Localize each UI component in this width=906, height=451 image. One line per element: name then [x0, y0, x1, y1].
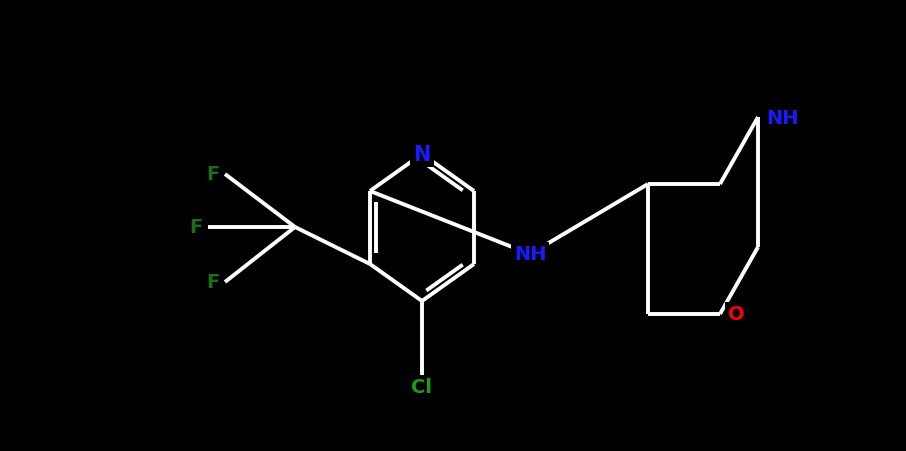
Text: NH: NH — [514, 245, 546, 264]
Text: O: O — [728, 305, 745, 324]
Text: F: F — [207, 165, 219, 184]
Text: F: F — [207, 273, 219, 292]
Text: N: N — [413, 145, 430, 165]
Text: N: N — [413, 145, 430, 165]
Text: F: F — [189, 218, 203, 237]
Text: NH: NH — [766, 108, 798, 127]
Text: Cl: Cl — [411, 377, 432, 396]
